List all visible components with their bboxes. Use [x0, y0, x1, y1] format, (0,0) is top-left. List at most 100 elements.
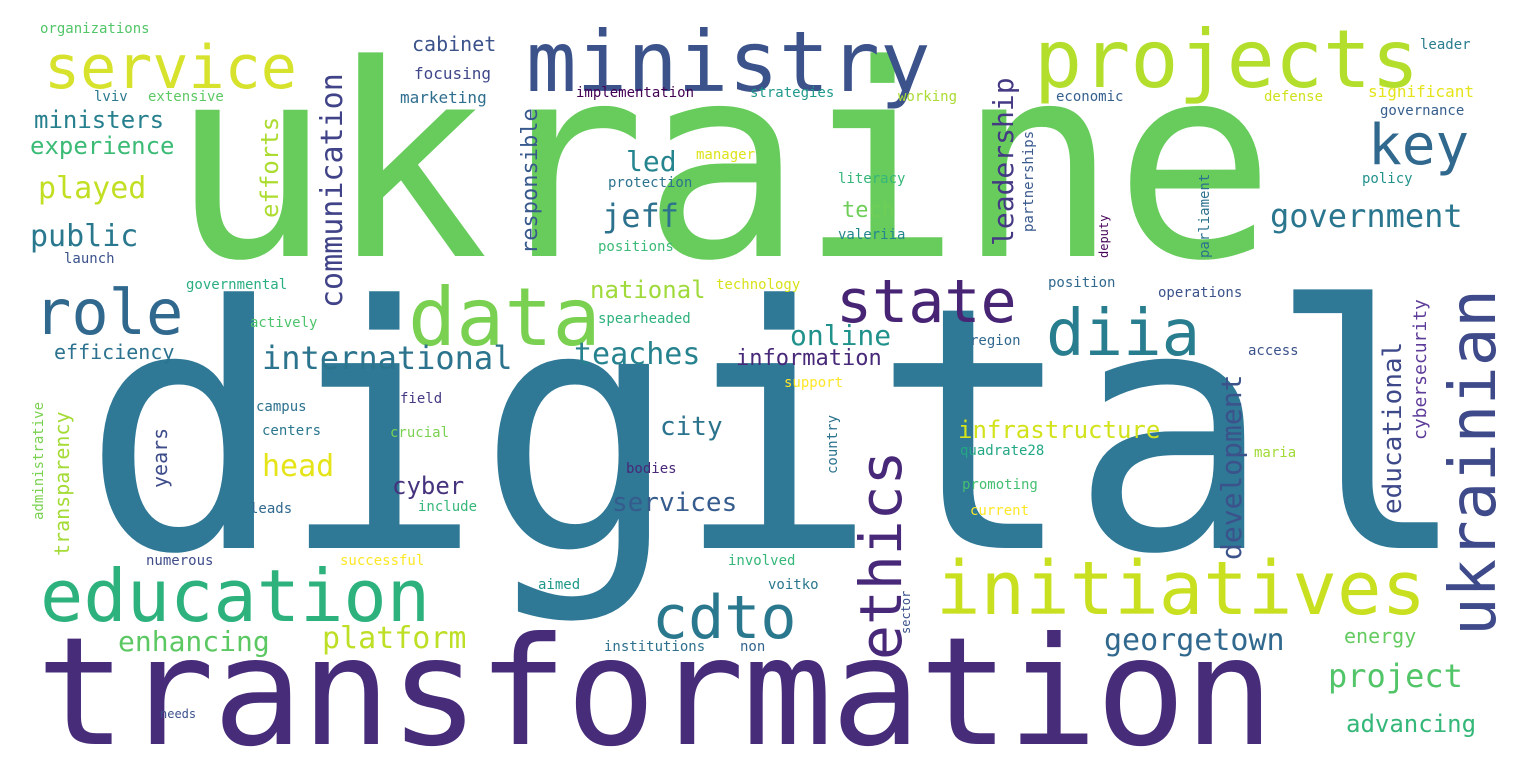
- word-cdto: cdto: [652, 583, 797, 653]
- word-online: online: [790, 319, 892, 352]
- word-governmental: governmental: [186, 277, 288, 293]
- word-partnerships: partnerships: [1021, 130, 1037, 232]
- word-working: working: [898, 89, 958, 105]
- word-played: played: [38, 171, 147, 206]
- word-defense: defense: [1264, 89, 1324, 105]
- word-country: country: [825, 414, 841, 474]
- word-crucial: crucial: [390, 425, 450, 441]
- word-governance: governance: [1380, 103, 1465, 119]
- word-involved: involved: [728, 553, 796, 569]
- word-cabinet: cabinet: [412, 32, 497, 56]
- word-needs: needs: [160, 707, 197, 721]
- word-infrastructure: infrastructure: [958, 416, 1161, 444]
- word-numerous: numerous: [146, 553, 214, 569]
- word-parliament: parliament: [1197, 173, 1213, 258]
- word-literacy: literacy: [838, 171, 906, 187]
- word-international: international: [262, 339, 513, 377]
- word-valeriia: valeriia: [838, 227, 906, 243]
- word-tech: tech: [842, 198, 895, 223]
- word-ministers: ministers: [34, 106, 165, 134]
- word-economic: economic: [1056, 89, 1124, 105]
- word-implementation: implementation: [576, 85, 695, 101]
- word-launch: launch: [64, 251, 115, 267]
- word-cybersecurity: cybersecurity: [1410, 299, 1431, 440]
- word-manager: manager: [696, 147, 756, 163]
- word-voitko: voitko: [768, 577, 819, 593]
- word-georgetown: georgetown: [1104, 623, 1285, 658]
- word-field: field: [400, 391, 443, 407]
- word-aimed: aimed: [538, 577, 581, 593]
- word-quadrate28: quadrate28: [960, 443, 1045, 459]
- word-head: head: [262, 449, 335, 484]
- word-organizations: organizations: [40, 21, 150, 37]
- word-role: role: [34, 276, 184, 349]
- word-jeff: jeff: [602, 197, 680, 235]
- word-leads: leads: [250, 501, 293, 517]
- word-cyber: cyber: [392, 472, 465, 500]
- word-actively: actively: [250, 315, 318, 331]
- word-efforts: efforts: [256, 116, 284, 218]
- word-information: information: [736, 346, 882, 371]
- word-advancing: advancing: [1346, 710, 1477, 738]
- word-support: support: [784, 375, 844, 391]
- word-digital: digital: [82, 234, 1470, 628]
- word-successful: successful: [340, 553, 425, 569]
- word-maria: maria: [1254, 445, 1297, 461]
- word-current: current: [970, 503, 1030, 519]
- word-strategies: strategies: [750, 85, 835, 101]
- word-deputy: deputy: [1097, 214, 1111, 258]
- word-diia: diia: [1046, 297, 1201, 371]
- word-city: city: [660, 412, 723, 442]
- word-data: data: [408, 271, 601, 364]
- word-teaches: teaches: [574, 337, 701, 372]
- word-energy: energy: [1344, 624, 1417, 648]
- word-campus: campus: [256, 399, 307, 415]
- word-development: development: [1215, 374, 1248, 560]
- word-institutions: institutions: [604, 639, 706, 655]
- word-educational: educational: [1378, 341, 1408, 514]
- word-spearheaded: spearheaded: [598, 311, 691, 327]
- word-promoting: promoting: [962, 477, 1038, 493]
- word-significant: significant: [1368, 82, 1474, 101]
- word-technology: technology: [716, 277, 801, 293]
- word-communication: communication: [315, 73, 350, 308]
- word-experience: experience: [30, 132, 175, 160]
- word-include: include: [418, 499, 478, 515]
- word-ukrainian: ukrainian: [1437, 289, 1511, 636]
- word-administrative: administrative: [31, 401, 47, 520]
- word-ukraine: ukraine: [170, 8, 1275, 320]
- word-lviv: lviv: [94, 89, 128, 105]
- word-key: key: [1368, 113, 1470, 178]
- word-transformation: transformation: [36, 606, 1274, 780]
- word-transparency: transparency: [50, 411, 74, 557]
- word-services: services: [612, 488, 738, 518]
- word-position: position: [1048, 275, 1116, 291]
- word-policy: policy: [1362, 171, 1413, 187]
- word-initiatives: initiatives: [936, 546, 1427, 632]
- word-positions: positions: [598, 239, 674, 255]
- word-sector: sector: [899, 590, 913, 634]
- word-non: non: [740, 639, 766, 655]
- word-service: service: [44, 33, 297, 103]
- word-leader: leader: [1420, 37, 1471, 53]
- word-access: access: [1248, 343, 1299, 359]
- word-platform: platform: [322, 621, 467, 656]
- word-marketing: marketing: [400, 88, 487, 107]
- word-focusing: focusing: [414, 64, 492, 83]
- word-public: public: [30, 219, 139, 254]
- word-enhancing: enhancing: [118, 625, 270, 658]
- word-led: led: [626, 145, 677, 178]
- word-efficiency: efficiency: [54, 340, 175, 364]
- word-education: education: [40, 554, 431, 638]
- word-ministry: ministry: [526, 13, 931, 111]
- word-extensive: extensive: [148, 89, 224, 105]
- word-years: years: [148, 427, 172, 488]
- word-project: project: [1328, 657, 1463, 695]
- word-responsible: responsible: [518, 108, 543, 254]
- word-projects: projects: [1034, 13, 1420, 106]
- word-centers: centers: [262, 423, 322, 439]
- word-national: national: [590, 276, 706, 304]
- word-state: state: [836, 267, 1017, 337]
- word-leadership: leadership: [987, 77, 1020, 246]
